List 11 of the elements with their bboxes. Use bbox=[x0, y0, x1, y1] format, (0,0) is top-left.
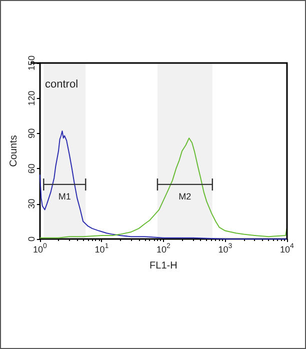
y-tick-label: 30 bbox=[26, 198, 36, 209]
y-axis-title: Counts bbox=[8, 135, 20, 167]
band-label: M1 bbox=[58, 191, 71, 202]
y-tick-label: 0 bbox=[26, 236, 36, 242]
annotation: control bbox=[45, 78, 78, 90]
y-tick-label: 150 bbox=[26, 55, 36, 71]
y-tick-label: 120 bbox=[26, 90, 36, 106]
y-tick-label: 90 bbox=[26, 128, 36, 138]
band-label: M2 bbox=[178, 191, 192, 202]
y-tick-label: 60 bbox=[26, 164, 36, 174]
x-axis-title: FL1-H bbox=[150, 260, 178, 272]
